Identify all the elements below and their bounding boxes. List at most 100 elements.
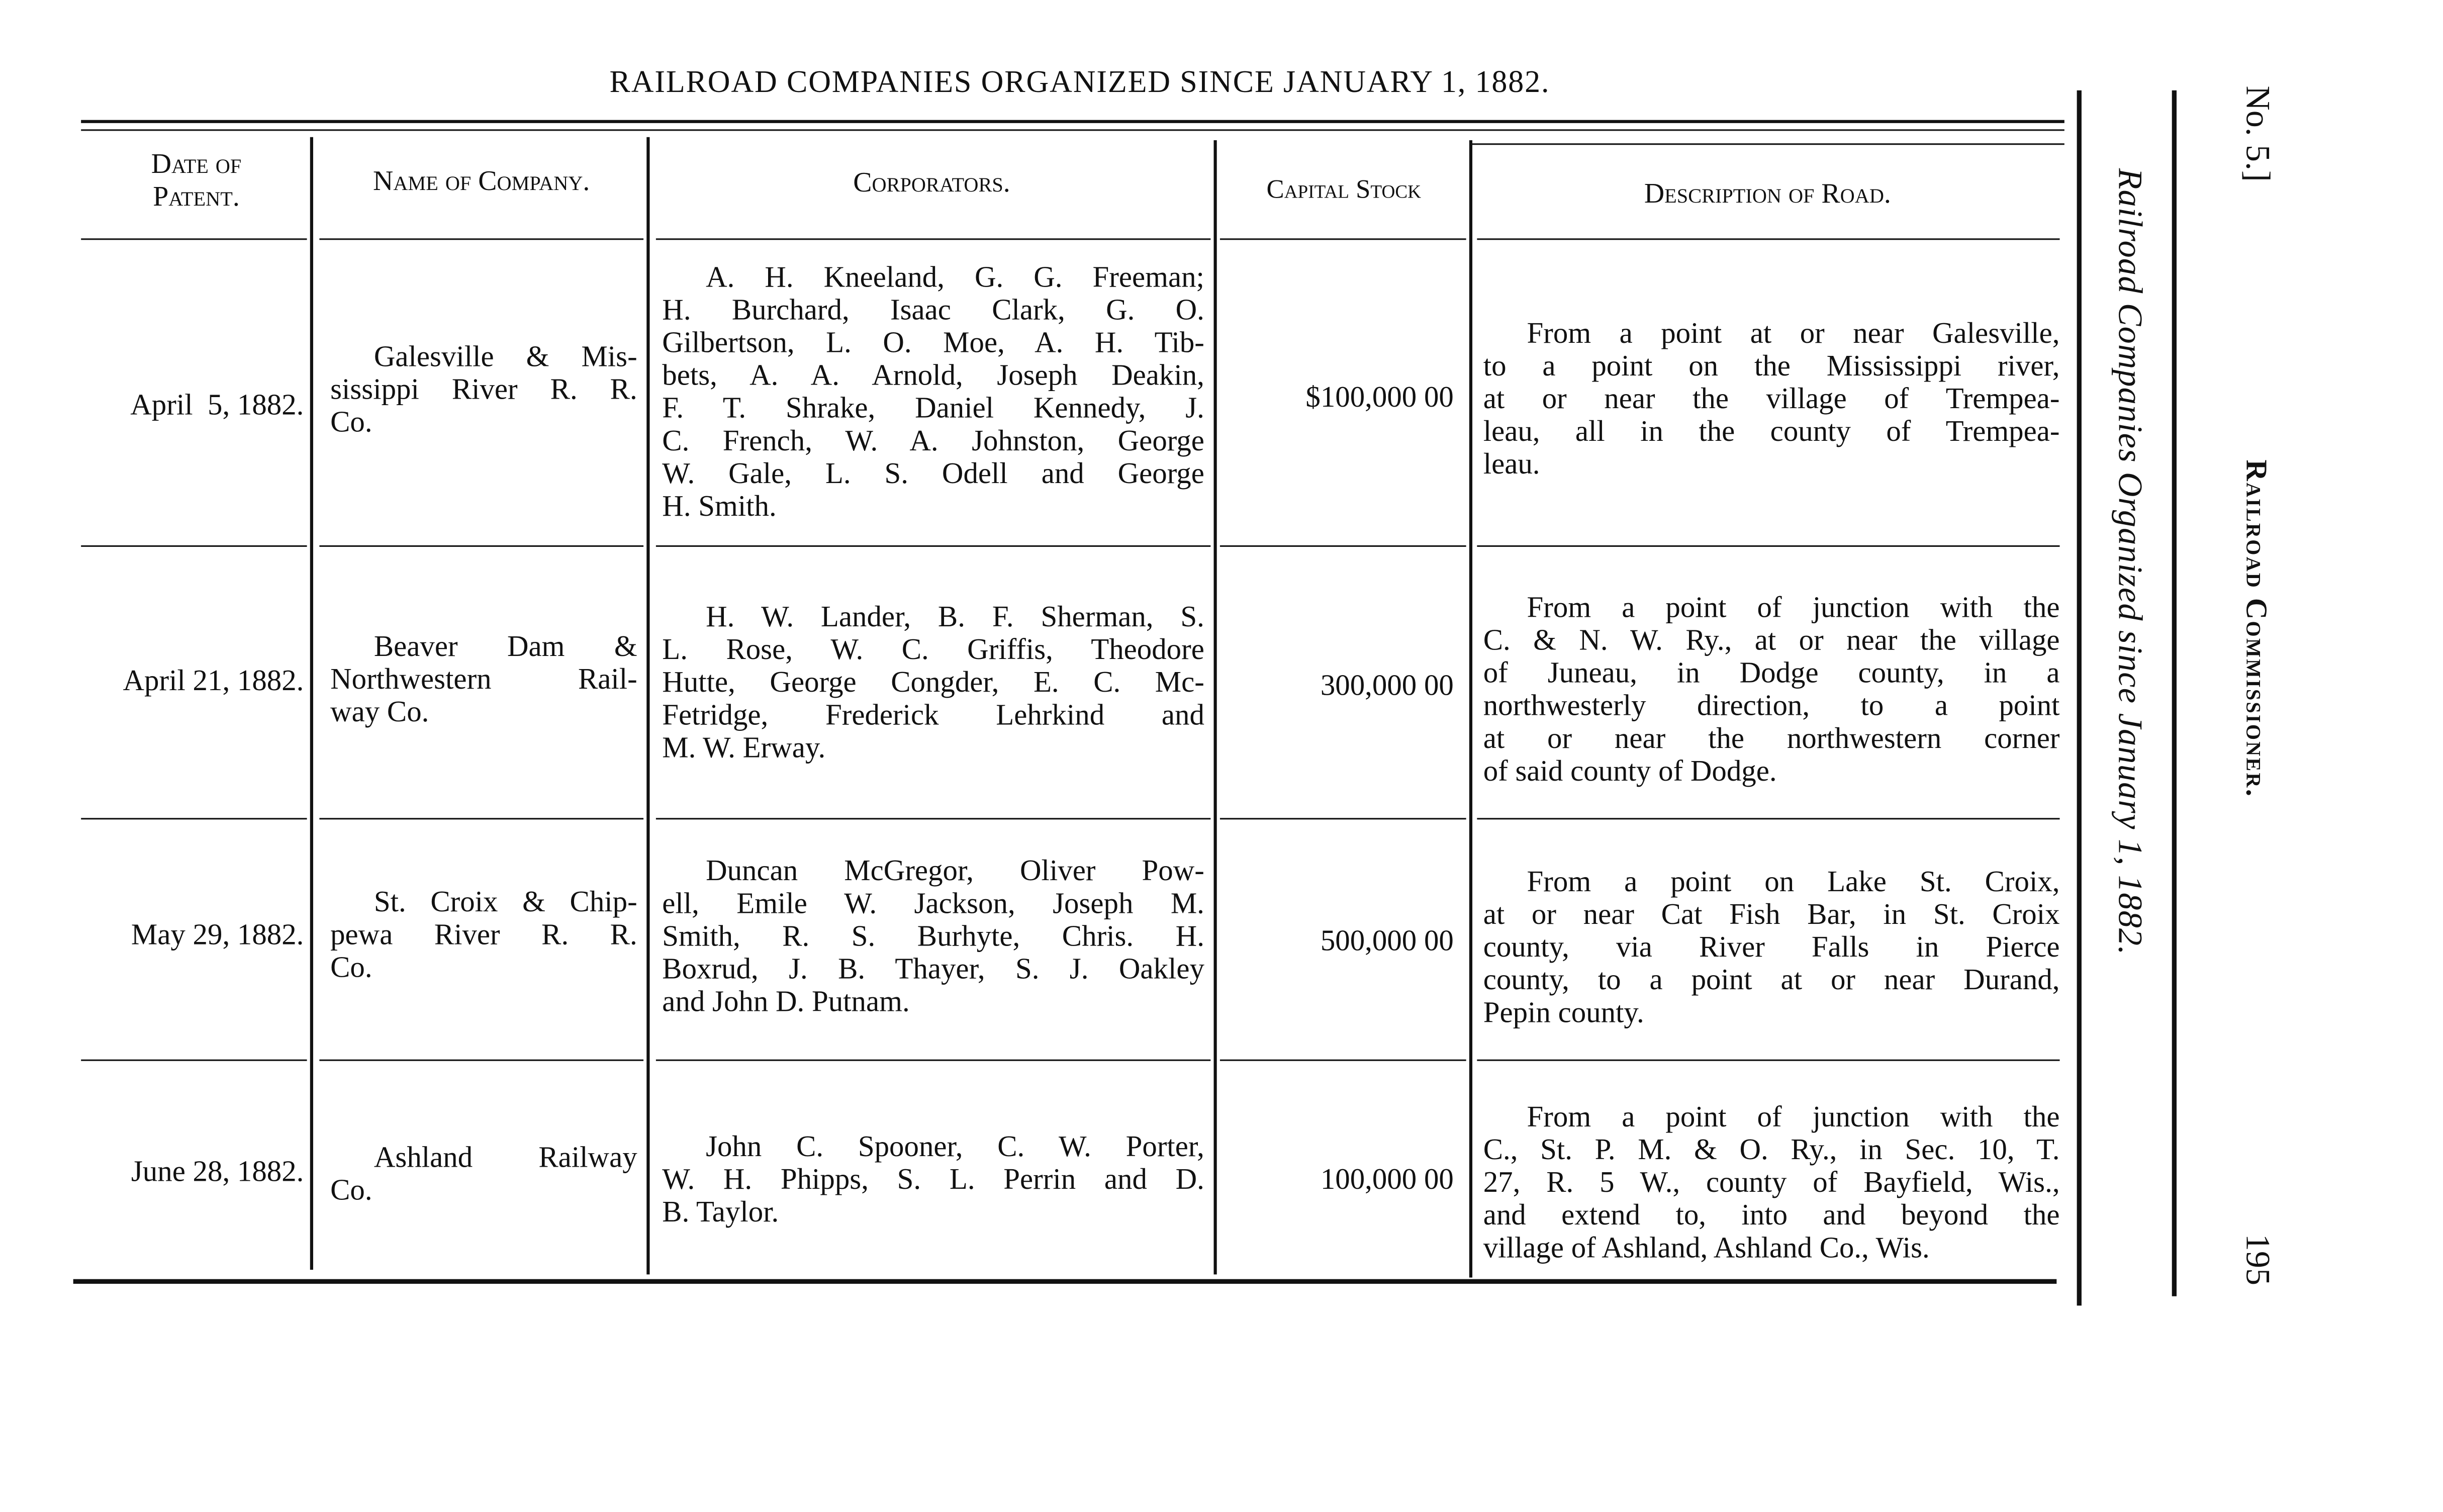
row-rule [319, 545, 644, 548]
text-line: of said county of Dodge. [1483, 755, 1777, 789]
text-line: Hutte, George Congder, E. C. Mc- [662, 667, 1204, 700]
text-line: W. H. Phipps, S. L. Perrin and D. [662, 1164, 1204, 1197]
text-line: Co. [330, 952, 372, 985]
row-rule [655, 545, 1211, 548]
text-line: C. & N. W. Ry., at or near the village [1483, 624, 2060, 657]
bottom-rule [73, 1279, 2057, 1283]
row-rule [81, 545, 307, 548]
column-divider [1469, 140, 1472, 1278]
row-rule [655, 1059, 1211, 1062]
table-title: RAILROAD COMPANIES ORGANIZED SINCE JANUA… [609, 65, 1550, 100]
top-rule [81, 120, 2064, 123]
page-rule [2172, 90, 2177, 1296]
running-title: Railroad Companies Organized since Janua… [2111, 168, 2150, 956]
capital-stock: $100,000 00 [1305, 382, 1454, 415]
text-line: B. Taylor. [662, 1196, 779, 1230]
row-rule [1477, 818, 2060, 820]
text-line: county, to a point at or near Durand, [1483, 964, 2060, 997]
corporators-cell: Duncan McGregor, Oliver Pow-ell, Emile W… [662, 856, 1204, 1019]
description-cell: From a point of junction with the C. & N.… [1483, 592, 2060, 789]
row-rule [1477, 1059, 2060, 1062]
text-line: to a point on the Mississippi river, [1483, 350, 2060, 384]
description-cell: From a point at or near Galesville, to a … [1483, 318, 2060, 481]
row-rule [655, 818, 1211, 820]
text-line: at or near the village of Trempea- [1483, 383, 2060, 416]
column-divider [310, 137, 313, 1270]
column-divider [1213, 140, 1216, 1275]
header-date-line1: Date of [151, 148, 242, 179]
name-cell: St. Croix & Chip-pewa River R. R. Co. [330, 887, 637, 985]
column-divider [646, 137, 649, 1275]
row-rule [81, 1059, 307, 1062]
name-cell: Beaver Dam & Northwestern Rail-way Co. [330, 631, 637, 729]
text-line: Boxrud, J. B. Thayer, S. J. Oakley [662, 953, 1204, 986]
text-line: A. H. Kneeland, G. G. Freeman; [706, 261, 1204, 295]
text-line: W. Gale, L. S. Odell and George [662, 458, 1204, 491]
patent-date: June 28, 1882. [131, 1156, 304, 1189]
text-line: From a point on Lake St. Croix, [1527, 866, 2060, 899]
text-line: and extend to, into and beyond the [1483, 1199, 2060, 1233]
text-line: leau. [1483, 448, 1540, 482]
patent-date: May 29, 1882. [131, 919, 304, 952]
text-line: leau, all in the county of Trempea- [1483, 416, 2060, 449]
text-line: H. W. Lander, B. F. Sherman, S. [706, 601, 1204, 634]
text-line: L. Rose, W. C. Griffis, Theodore [662, 634, 1204, 667]
text-line: Fetridge, Frederick Lehrkind and [662, 699, 1204, 732]
text-line: and John D. Putnam. [662, 986, 910, 1019]
text-line: at or near the northwestern corner [1483, 723, 2060, 756]
text-line: of Juneau, in Dodge county, in a [1483, 657, 2060, 691]
text-line: village of Ashland, Ashland Co., Wis. [1483, 1232, 1930, 1265]
text-line: at or near Cat Fish Bar, in St. Croix [1483, 899, 2060, 932]
description-cell: From a point of junction with the C., St.… [1483, 1101, 2060, 1265]
text-line: Co. [330, 1175, 372, 1208]
text-line: Duncan McGregor, Oliver Pow- [706, 855, 1204, 888]
row-rule [1219, 238, 1466, 241]
text-line: From a point at or near Galesville, [1527, 318, 2060, 351]
row-rule [1219, 545, 1466, 548]
corporators-cell: H. W. Lander, B. F. Sherman, S. L. Rose, … [662, 601, 1204, 765]
header-name: Name of Company. [373, 165, 590, 197]
corporators-cell: A. H. Kneeland, G. G. Freeman; H. Burchar… [662, 262, 1204, 524]
text-line: C. French, W. A. Johnston, George [662, 425, 1204, 458]
header-date-line2: Patent. [153, 180, 240, 212]
capital-stock: 300,000 00 [1320, 670, 1454, 703]
header-corporators: Corporators. [853, 166, 1010, 198]
corporators-cell: John C. Spooner, C. W. Porter, W. H. Phip… [662, 1131, 1204, 1229]
text-line: county, via River Falls in Pierce [1483, 931, 2060, 965]
text-line: 27, R. 5 W., county of Bayfield, Wis., [1483, 1167, 2060, 1200]
text-line: H. Burchard, Isaac Clark, G. O. [662, 294, 1204, 327]
text-line: John C. Spooner, C. W. Porter, [706, 1131, 1204, 1164]
row-rule [319, 1059, 644, 1062]
header-capital: Capital Stock [1266, 174, 1422, 205]
capital-stock: 100,000 00 [1320, 1164, 1454, 1197]
text-line: H. Smith. [662, 491, 777, 524]
patent-date: April 5, 1882. [130, 389, 304, 422]
text-line: M. W. Erway. [662, 732, 826, 765]
text-line: Ashland Railway [373, 1142, 637, 1175]
name-cell: Galesville & Mis-sissippi River R. R. Co. [330, 341, 637, 439]
row-rule [81, 818, 307, 820]
text-line: Northwestern Rail- [330, 664, 637, 697]
row-rule [81, 238, 307, 241]
text-line: C., St. P. M. & O. Ry., in Sec. 10, T. [1483, 1134, 2060, 1167]
text-line: Co. [330, 406, 372, 440]
name-cell: Ashland Railway Co. [330, 1142, 637, 1207]
row-rule [1477, 545, 2060, 548]
text-line: sissippi River R. R. [330, 373, 637, 407]
text-line: Galesville & Mis- [373, 341, 637, 374]
text-line: Gilbertson, L. O. Moe, A. H. Tib- [662, 327, 1204, 360]
running-header: Railroad Commissioner. [2238, 459, 2272, 798]
text-line: F. T. Shrake, Daniel Kennedy, J. [662, 393, 1204, 426]
page-rule [2077, 90, 2082, 1306]
document-number: No. 5.] [2238, 85, 2278, 182]
text-line: From a point of junction with the [1527, 1101, 2060, 1135]
header-date: Date of Patent. [81, 148, 312, 213]
row-rule [1477, 238, 2060, 241]
text-line: northwesterly direction, to a point [1483, 690, 2060, 723]
row-rule [1219, 818, 1466, 820]
page-number: 195 [2238, 1234, 2278, 1286]
row-rule [319, 818, 644, 820]
row-rule [1219, 1059, 1466, 1062]
text-line: pewa River R. R. [330, 919, 637, 952]
